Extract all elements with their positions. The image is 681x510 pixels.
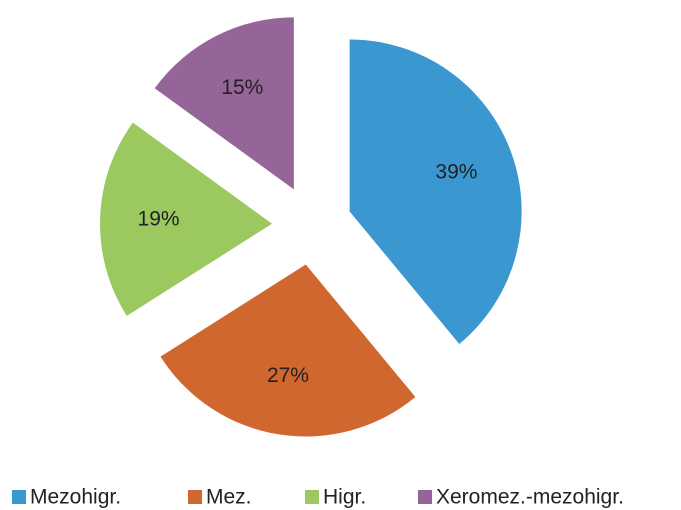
pie-slice xyxy=(160,264,416,437)
pie-slice xyxy=(154,17,294,190)
legend-label: Higr. xyxy=(323,486,366,509)
pie-slice xyxy=(100,122,273,316)
data-label: 19% xyxy=(138,208,180,231)
legend-label: Xeromez.-mezohigr. xyxy=(436,486,624,509)
legend-swatch xyxy=(188,490,202,504)
legend-swatch xyxy=(305,490,319,504)
legend-swatch xyxy=(12,490,26,504)
legend-label: Mezohigr. xyxy=(30,486,121,509)
data-label: 27% xyxy=(267,364,309,387)
legend-label: Mez. xyxy=(206,486,252,509)
legend-swatch xyxy=(418,490,432,504)
data-label: 39% xyxy=(435,161,477,184)
pie-slice xyxy=(349,39,522,344)
data-label: 15% xyxy=(221,76,263,99)
